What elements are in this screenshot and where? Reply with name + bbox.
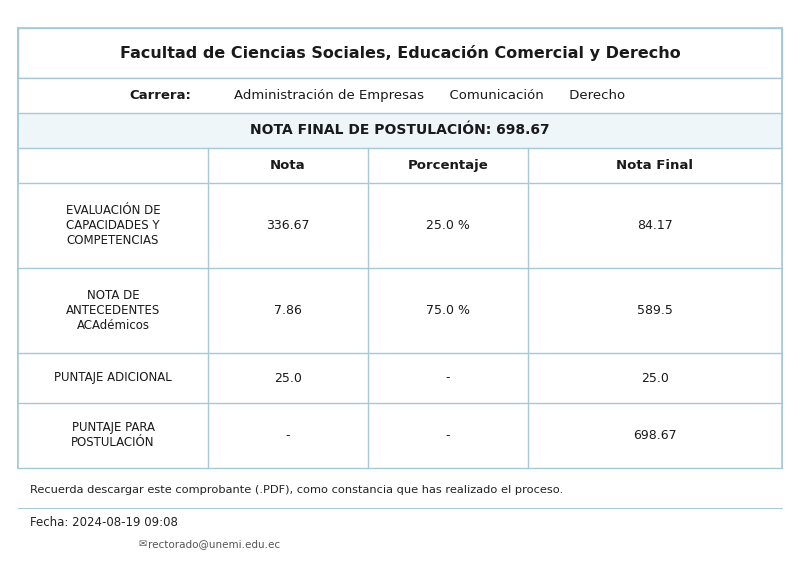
Text: PUNTAJE ADICIONAL: PUNTAJE ADICIONAL xyxy=(54,371,172,385)
Bar xyxy=(18,268,782,353)
Text: rectorado@unemi.edu.ec: rectorado@unemi.edu.ec xyxy=(148,539,280,549)
Text: 25.0: 25.0 xyxy=(641,371,669,385)
Text: 698.67: 698.67 xyxy=(633,429,677,442)
Bar xyxy=(18,148,782,183)
Text: -: - xyxy=(286,429,290,442)
Text: -: - xyxy=(446,371,450,385)
Bar xyxy=(18,183,782,268)
Text: 25.0: 25.0 xyxy=(274,371,302,385)
Text: Facultad de Ciencias Sociales, Educación Comercial y Derecho: Facultad de Ciencias Sociales, Educación… xyxy=(120,45,680,61)
Text: 75.0 %: 75.0 % xyxy=(426,304,470,317)
Bar xyxy=(18,28,782,78)
Text: NOTA DE
ANTECEDENTES
ACAdémicos: NOTA DE ANTECEDENTES ACAdémicos xyxy=(66,289,160,332)
Text: Porcentaje: Porcentaje xyxy=(408,159,488,172)
Text: Nota: Nota xyxy=(270,159,306,172)
Text: Administración de Empresas      Comunicación      Derecho: Administración de Empresas Comunicación … xyxy=(234,89,626,102)
Bar xyxy=(18,403,782,468)
Text: -: - xyxy=(446,429,450,442)
Text: 84.17: 84.17 xyxy=(637,219,673,232)
Text: Fecha: 2024-08-19 09:08: Fecha: 2024-08-19 09:08 xyxy=(30,516,178,528)
Text: ✉: ✉ xyxy=(138,539,146,549)
Text: Nota Final: Nota Final xyxy=(617,159,694,172)
Bar xyxy=(18,28,782,468)
Bar xyxy=(18,113,782,148)
Bar xyxy=(18,353,782,403)
Text: 25.0 %: 25.0 % xyxy=(426,219,470,232)
Text: NOTA FINAL DE POSTULACIÓN: 698.67: NOTA FINAL DE POSTULACIÓN: 698.67 xyxy=(250,124,550,137)
Text: 589.5: 589.5 xyxy=(637,304,673,317)
Text: Carrera:: Carrera: xyxy=(129,89,191,102)
Text: Recuerda descargar este comprobante (.PDF), como constancia que has realizado el: Recuerda descargar este comprobante (.PD… xyxy=(30,485,563,495)
Bar xyxy=(18,78,782,113)
Text: 7.86: 7.86 xyxy=(274,304,302,317)
Text: 336.67: 336.67 xyxy=(266,219,310,232)
Text: PUNTAJE PARA
POSTULACIÓN: PUNTAJE PARA POSTULACIÓN xyxy=(71,421,154,450)
Text: EVALUACIÓN DE
CAPACIDADES Y
COMPETENCIAS: EVALUACIÓN DE CAPACIDADES Y COMPETENCIAS xyxy=(66,204,160,247)
